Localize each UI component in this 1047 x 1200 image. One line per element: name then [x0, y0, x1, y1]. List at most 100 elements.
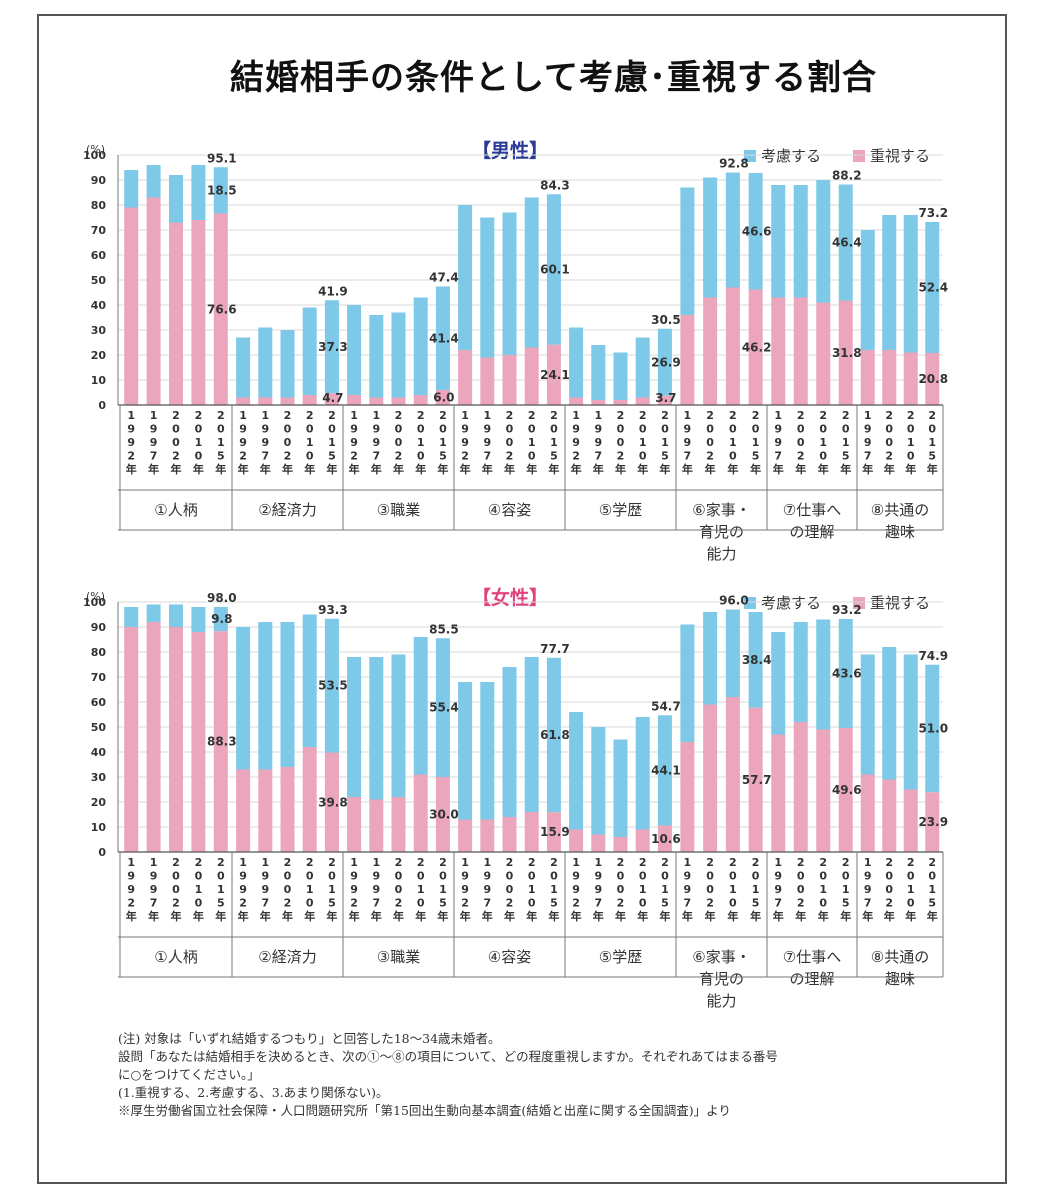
y-tick-label: 10 — [91, 821, 107, 834]
bar-consider — [816, 619, 831, 730]
bar-consider — [613, 352, 628, 400]
bar-consider — [816, 180, 831, 303]
x-category-label: ⑦仕事への理解 — [783, 501, 841, 541]
x-category-label: ⑤学歴 — [599, 501, 642, 519]
x-category-label: ⑥家事・育児の能力 — [692, 501, 750, 563]
bar-consider — [324, 300, 339, 394]
bar-consider — [591, 345, 606, 400]
bar-consider — [502, 667, 517, 817]
data-label: 53.5 — [318, 679, 348, 693]
bar-consider — [771, 632, 786, 735]
x-category-label: ⑦仕事への理解 — [783, 948, 841, 988]
bar-emphasize — [169, 627, 183, 852]
bar-emphasize — [725, 697, 740, 852]
legend-label-emphasize: 重視する — [870, 147, 930, 165]
bar-consider — [793, 185, 808, 298]
data-label: 23.9 — [918, 815, 948, 829]
bar-consider — [413, 297, 428, 395]
bar-consider — [146, 604, 161, 622]
bar-emphasize — [903, 352, 918, 405]
bar-emphasize — [169, 222, 183, 405]
bar-emphasize — [524, 812, 539, 852]
bar-consider — [213, 607, 228, 632]
y-axis-unit: (%) — [86, 590, 105, 603]
bar-consider — [748, 173, 763, 290]
bar-consider — [302, 614, 317, 747]
legend-swatch-emphasize — [853, 150, 865, 162]
bar-consider — [569, 712, 584, 830]
bar-consider — [860, 654, 875, 775]
bar-emphasize — [302, 395, 317, 405]
x-category-label: ⑥家事・育児の能力 — [692, 948, 750, 1010]
data-label: 41.9 — [318, 284, 348, 298]
bar-emphasize — [882, 350, 897, 405]
data-label: 85.5 — [429, 622, 459, 636]
bar-emphasize — [680, 315, 695, 405]
bar-consider — [657, 328, 672, 396]
data-label: 26.9 — [651, 355, 681, 369]
data-label: 74.9 — [918, 649, 948, 663]
bar-emphasize — [657, 395, 672, 405]
bar-emphasize — [591, 834, 606, 852]
bar-consider — [591, 727, 606, 835]
x-category-label: ⑧共通の趣味 — [871, 948, 929, 988]
bar-emphasize — [546, 344, 561, 405]
bar-emphasize — [391, 797, 406, 852]
bar-emphasize — [236, 397, 251, 405]
legend-label-emphasize: 重視する — [870, 594, 930, 612]
data-label: 20.8 — [918, 372, 948, 386]
bar-emphasize — [435, 777, 450, 852]
bar-emphasize — [458, 819, 473, 852]
bar-emphasize — [280, 767, 295, 852]
bar-consider — [546, 657, 561, 813]
bar-emphasize — [903, 789, 918, 852]
data-label: 96.0 — [719, 594, 749, 608]
data-label: 98.0 — [207, 591, 237, 605]
bar-emphasize — [635, 397, 650, 405]
bar-emphasize — [860, 350, 875, 405]
bar-consider — [657, 715, 672, 826]
bar-emphasize — [124, 627, 139, 852]
bar-emphasize — [725, 287, 740, 405]
data-label: 41.4 — [429, 331, 459, 345]
bar-consider — [391, 312, 406, 398]
y-tick-label: 100 — [83, 596, 106, 609]
bar-emphasize — [816, 729, 831, 852]
data-label: 52.4 — [918, 281, 948, 295]
y-tick-label: 20 — [91, 349, 107, 362]
bar-emphasize — [703, 704, 718, 852]
bar-consider — [793, 622, 808, 722]
bar-consider — [435, 638, 450, 777]
bar-emphasize — [258, 769, 273, 852]
x-category-label: ①人柄 — [154, 501, 197, 519]
bar-consider — [191, 607, 206, 632]
bar-consider — [569, 327, 584, 398]
bar-emphasize — [480, 819, 495, 852]
x-category-label: ⑧共通の趣味 — [871, 501, 929, 541]
bar-consider — [124, 170, 139, 208]
data-label: 51.0 — [918, 722, 948, 736]
bar-consider — [347, 305, 362, 395]
data-label: 84.3 — [540, 178, 570, 192]
bar-consider — [480, 217, 495, 358]
y-tick-label: 80 — [91, 199, 107, 212]
